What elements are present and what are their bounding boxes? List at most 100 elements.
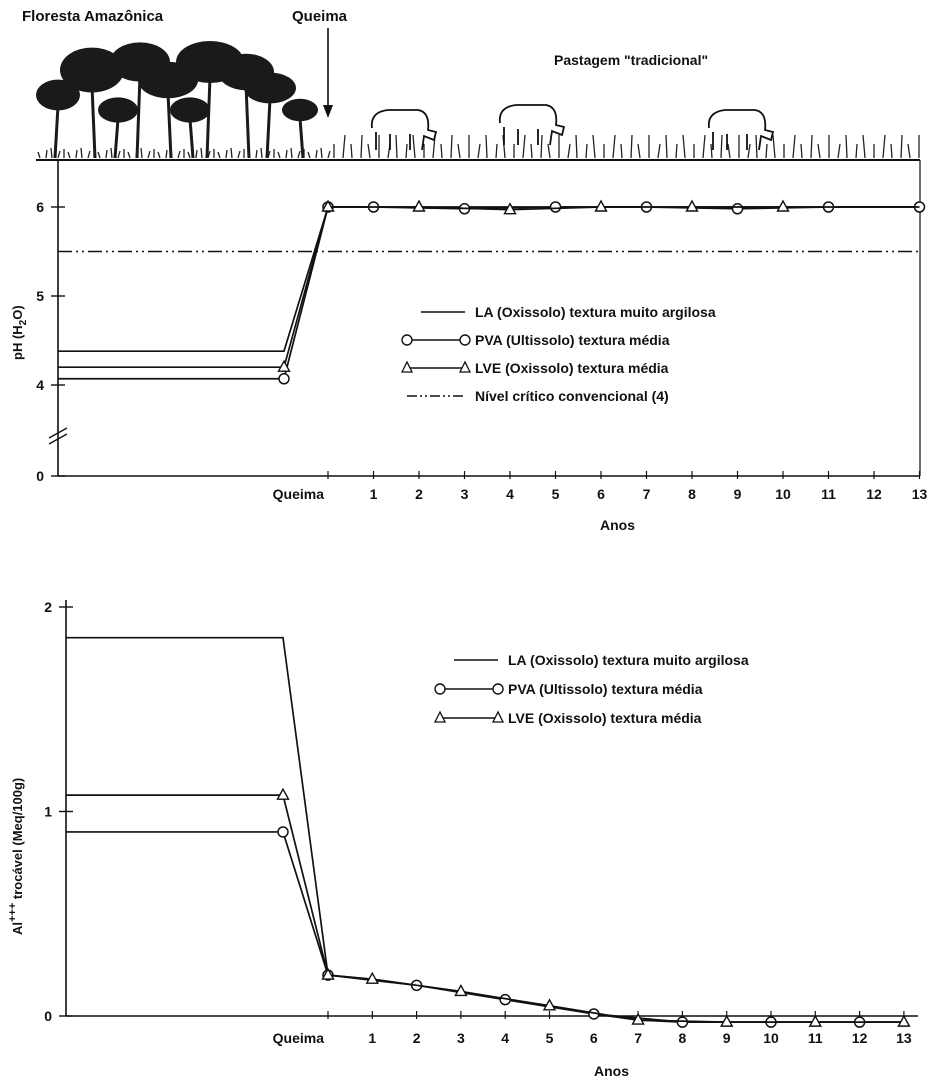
grass-icon <box>592 134 596 159</box>
x-tick-label: 6 <box>597 486 605 502</box>
grass-icon <box>792 134 796 159</box>
forest-label: Floresta Amazônica <box>22 8 164 25</box>
circle-marker <box>731 203 744 215</box>
x-tick-label: 4 <box>506 486 514 502</box>
burn-arrow-icon <box>323 28 333 118</box>
grass-icon <box>890 143 893 159</box>
burn-label: Queima <box>292 8 348 25</box>
grass-icon <box>682 134 686 159</box>
grass-icon <box>67 151 71 159</box>
grass-icon <box>45 149 48 159</box>
ph-x-axis-label: Anos <box>600 517 635 533</box>
tree-trunk <box>244 84 251 159</box>
grass-icon <box>110 147 113 159</box>
legend-circle-marker <box>459 334 471 346</box>
grass-icon <box>97 151 101 159</box>
legend-label: LA (Oxissolo) textura muito argilosa <box>508 652 749 668</box>
triangle-marker <box>542 998 557 1011</box>
grass-icon <box>620 143 623 159</box>
x-tick-label: 11 <box>821 486 836 502</box>
grass-icon <box>540 134 543 159</box>
legend-triangle-marker <box>433 710 447 723</box>
x-tick-label: 13 <box>896 1030 912 1046</box>
triangle-marker <box>720 1014 734 1027</box>
ph-legend: LA (Oxissolo) textura muito argilosa PVA … <box>400 304 716 404</box>
al-chart-axes <box>65 600 918 1017</box>
grass-icon <box>720 134 723 159</box>
grass-icon <box>87 150 91 159</box>
grass-icon <box>747 143 751 159</box>
grass-icon <box>315 149 318 159</box>
legend-label: PVA (Ultissolo) textura média <box>475 332 670 348</box>
legend-label: LVE (Oxissolo) textura média <box>508 710 702 726</box>
landscape-illustration <box>36 41 920 161</box>
grass-icon <box>147 150 151 159</box>
x-tick-label: 2 <box>415 486 423 502</box>
grass-icon <box>207 150 211 159</box>
x-tick-label: 11 <box>808 1030 823 1046</box>
grass-icon <box>80 147 83 159</box>
tree-icon <box>98 97 138 123</box>
series-none <box>66 636 904 1023</box>
axis-break-icon <box>48 427 68 445</box>
grass-icon <box>862 134 866 159</box>
tree-trunk <box>298 117 305 159</box>
tree-icon <box>170 97 210 123</box>
grass-icon <box>342 134 346 159</box>
legend-entry: LA (Oxissolo) textura muito argilosa <box>454 652 749 668</box>
grass-icon <box>225 149 228 159</box>
legend-triangle-marker <box>458 360 472 373</box>
grass-icon <box>367 143 371 159</box>
grass-icon <box>710 143 713 159</box>
grass-icon <box>117 150 121 159</box>
legend-entry: PVA (Ultissolo) textura média <box>401 332 670 348</box>
grass-icon <box>135 149 138 159</box>
tree-trunk <box>188 118 195 159</box>
grass-icon <box>412 134 416 159</box>
x-tick-label: 8 <box>688 486 696 502</box>
x-tick-label: 12 <box>866 486 882 502</box>
grass-icon <box>612 134 616 159</box>
cow-icon <box>370 109 438 151</box>
grass-icon <box>217 151 221 159</box>
legend-triangle-marker <box>491 710 505 723</box>
cow-icon <box>498 104 566 146</box>
series-line <box>58 206 920 353</box>
series-line <box>58 206 920 380</box>
grass-icon <box>350 143 353 159</box>
grass-icon <box>360 134 363 159</box>
tree-trunk <box>90 85 97 159</box>
grass-icon <box>255 149 258 159</box>
series-circle <box>66 826 904 1028</box>
grass-icon <box>290 147 293 159</box>
x-tick-label: 3 <box>461 486 469 502</box>
al-chart-series <box>66 636 911 1028</box>
x-tick-label: 13 <box>912 486 928 502</box>
grass-icon <box>230 147 233 159</box>
cow-icon <box>707 109 775 151</box>
grass-icon <box>260 147 263 159</box>
grass-icon <box>297 150 301 159</box>
tree-trunk <box>265 98 272 159</box>
triangle-marker <box>503 202 517 215</box>
grass-icon <box>630 134 633 159</box>
grass-icon <box>665 134 668 159</box>
grass-icon <box>637 143 641 159</box>
x-tick-label: 1 <box>370 486 378 502</box>
grass-icon <box>405 143 408 159</box>
triangle-marker <box>412 199 426 212</box>
y-tick-label: 0 <box>36 468 44 484</box>
x-tick-label: 3 <box>457 1030 465 1046</box>
triangle-marker <box>631 1012 645 1025</box>
x-tick-label: 4 <box>501 1030 509 1046</box>
legend-label: Nível crítico convencional (4) <box>475 388 669 404</box>
tree-icon <box>282 98 318 122</box>
x-tick-label: 1 <box>368 1030 376 1046</box>
y-tick-label: 6 <box>36 199 44 215</box>
series-none <box>58 206 920 353</box>
legend-label: LA (Oxissolo) textura muito argilosa <box>475 304 716 320</box>
grass-icon <box>50 147 53 159</box>
triangle-marker <box>685 199 699 212</box>
x-tick-label: 9 <box>734 486 742 502</box>
